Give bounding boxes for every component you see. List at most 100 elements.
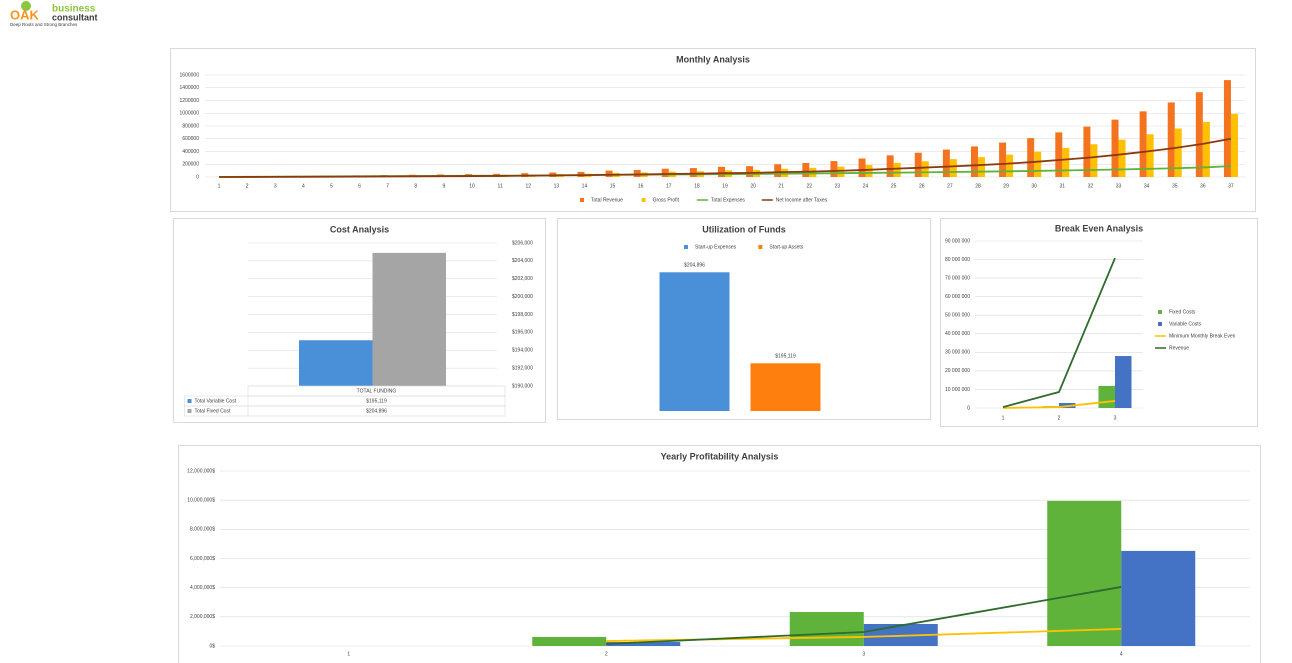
- bar: [949, 159, 957, 177]
- x-tick-label: 18: [694, 183, 700, 189]
- chart: Cost Analysis $190,000 $192,000 $194,000 $19…: [173, 218, 546, 423]
- legend-label: Gross Profit: [653, 197, 680, 203]
- bar: [1006, 154, 1014, 177]
- table-value: $204,896: [366, 408, 387, 414]
- x-tick-label: 15: [610, 183, 616, 189]
- chart: Yearly Profitability Analysis 0$ 2,000,000…: [178, 445, 1261, 663]
- legend-key: [580, 198, 584, 202]
- x-tick-label: 3: [1114, 415, 1117, 421]
- bar: [633, 169, 641, 177]
- chart-frame: [557, 218, 931, 420]
- y-tick-label: 6,000,000$: [190, 556, 215, 562]
- bar: [942, 149, 950, 177]
- bar: [858, 158, 866, 177]
- bar: [865, 164, 873, 177]
- bar: [1118, 139, 1126, 177]
- y-tick-label: 90 000 000: [945, 238, 970, 244]
- bar: [532, 636, 607, 646]
- y-tick-label: 20 000 000: [945, 368, 970, 374]
- table-value: $195,119: [366, 398, 387, 404]
- y-tick-label: $200,000: [512, 294, 533, 300]
- y-tick-label: $192,000: [512, 365, 533, 371]
- bar: [1121, 550, 1196, 646]
- bar: [299, 340, 373, 386]
- y-tick-label: 50 000 000: [945, 313, 970, 319]
- x-tick-label: 2: [246, 183, 249, 189]
- x-tick-label: 33: [1116, 183, 1122, 189]
- x-tick-label: 9: [443, 183, 446, 189]
- x-tick-label: 16: [638, 183, 644, 189]
- line-series: [219, 137, 1232, 178]
- x-tick-label: 4: [302, 183, 305, 189]
- x-tick-label: 30: [1031, 183, 1037, 189]
- bar: [837, 166, 845, 177]
- bar: [661, 168, 669, 177]
- legend-key: [758, 245, 763, 249]
- bar: [1146, 134, 1154, 177]
- y-tick-label: $202,000: [512, 276, 533, 282]
- y-tick-label: 1600000: [180, 72, 200, 78]
- chart: Monthly Analysis 0 200000 400000 600000 80000…: [170, 48, 1256, 212]
- bar: [1034, 151, 1042, 177]
- bar: [1055, 132, 1063, 177]
- bar: [1083, 126, 1091, 177]
- x-tick-label: 6: [358, 183, 361, 189]
- x-tick-label: 8: [414, 183, 417, 189]
- y-tick-label: $198,000: [512, 312, 533, 318]
- x-tick-label: 17: [666, 183, 672, 189]
- y-tick-label: 10 000 000: [945, 387, 970, 393]
- x-tick-label: 11: [498, 183, 503, 189]
- legend-label: Start-up Expenses: [695, 244, 737, 250]
- bar: [1098, 385, 1115, 408]
- x-tick-label: 2: [1058, 415, 1061, 421]
- y-tick-label: $204,000: [512, 258, 533, 264]
- x-tick-label: 1: [347, 651, 350, 657]
- legend-key: [187, 399, 192, 403]
- x-tick-label: 12: [525, 183, 531, 189]
- x-tick-label: 35: [1172, 183, 1178, 189]
- bar: [1223, 80, 1231, 177]
- chart-title: Break Even Analysis: [1055, 223, 1143, 233]
- data-label: $195,119: [775, 354, 796, 360]
- y-tick-label: 400000: [182, 149, 199, 155]
- bar: [606, 642, 681, 646]
- line-series: [1002, 257, 1116, 408]
- x-tick-label: 21: [778, 183, 784, 189]
- x-tick-label: 19: [722, 183, 728, 189]
- x-tick-label: 2: [605, 651, 608, 657]
- bar: [1027, 138, 1035, 177]
- bar: [999, 142, 1007, 177]
- chart-title: Cost Analysis: [330, 224, 389, 234]
- bar: [830, 161, 838, 177]
- legend-key: [641, 198, 646, 202]
- legend-key: [1158, 322, 1162, 326]
- x-tick-label: 1: [218, 183, 221, 189]
- legend-label: Revenue: [1169, 345, 1189, 351]
- line-series: [1002, 400, 1116, 409]
- bar: [1195, 92, 1203, 177]
- x-tick-label: 4: [1120, 651, 1123, 657]
- bar: [750, 363, 821, 411]
- bar: [1090, 144, 1098, 177]
- chart: Break Even Analysis 0 10 000 000 20 000 000…: [940, 218, 1258, 427]
- x-tick-label: 7: [386, 183, 389, 189]
- x-tick-label: 13: [554, 183, 560, 189]
- bar: [1174, 128, 1182, 177]
- bar: [689, 168, 697, 177]
- bar: [1111, 119, 1119, 177]
- bar: [372, 252, 446, 386]
- chart-frame: [170, 48, 1256, 212]
- logo: OAK business consultant Deep Roots and S…: [10, 1, 98, 27]
- legend-label: Total Variable Cost: [195, 398, 237, 404]
- y-tick-label: 1200000: [180, 98, 200, 104]
- x-tick-label: 20: [750, 183, 756, 189]
- x-tick-label: 5: [330, 183, 333, 189]
- bar: [746, 166, 754, 177]
- x-tick-label: 37: [1228, 183, 1234, 189]
- y-tick-label: 60 000 000: [945, 294, 970, 300]
- y-tick-label: 600000: [182, 136, 199, 142]
- y-tick-label: $196,000: [512, 330, 533, 336]
- y-tick-label: 70 000 000: [945, 275, 970, 281]
